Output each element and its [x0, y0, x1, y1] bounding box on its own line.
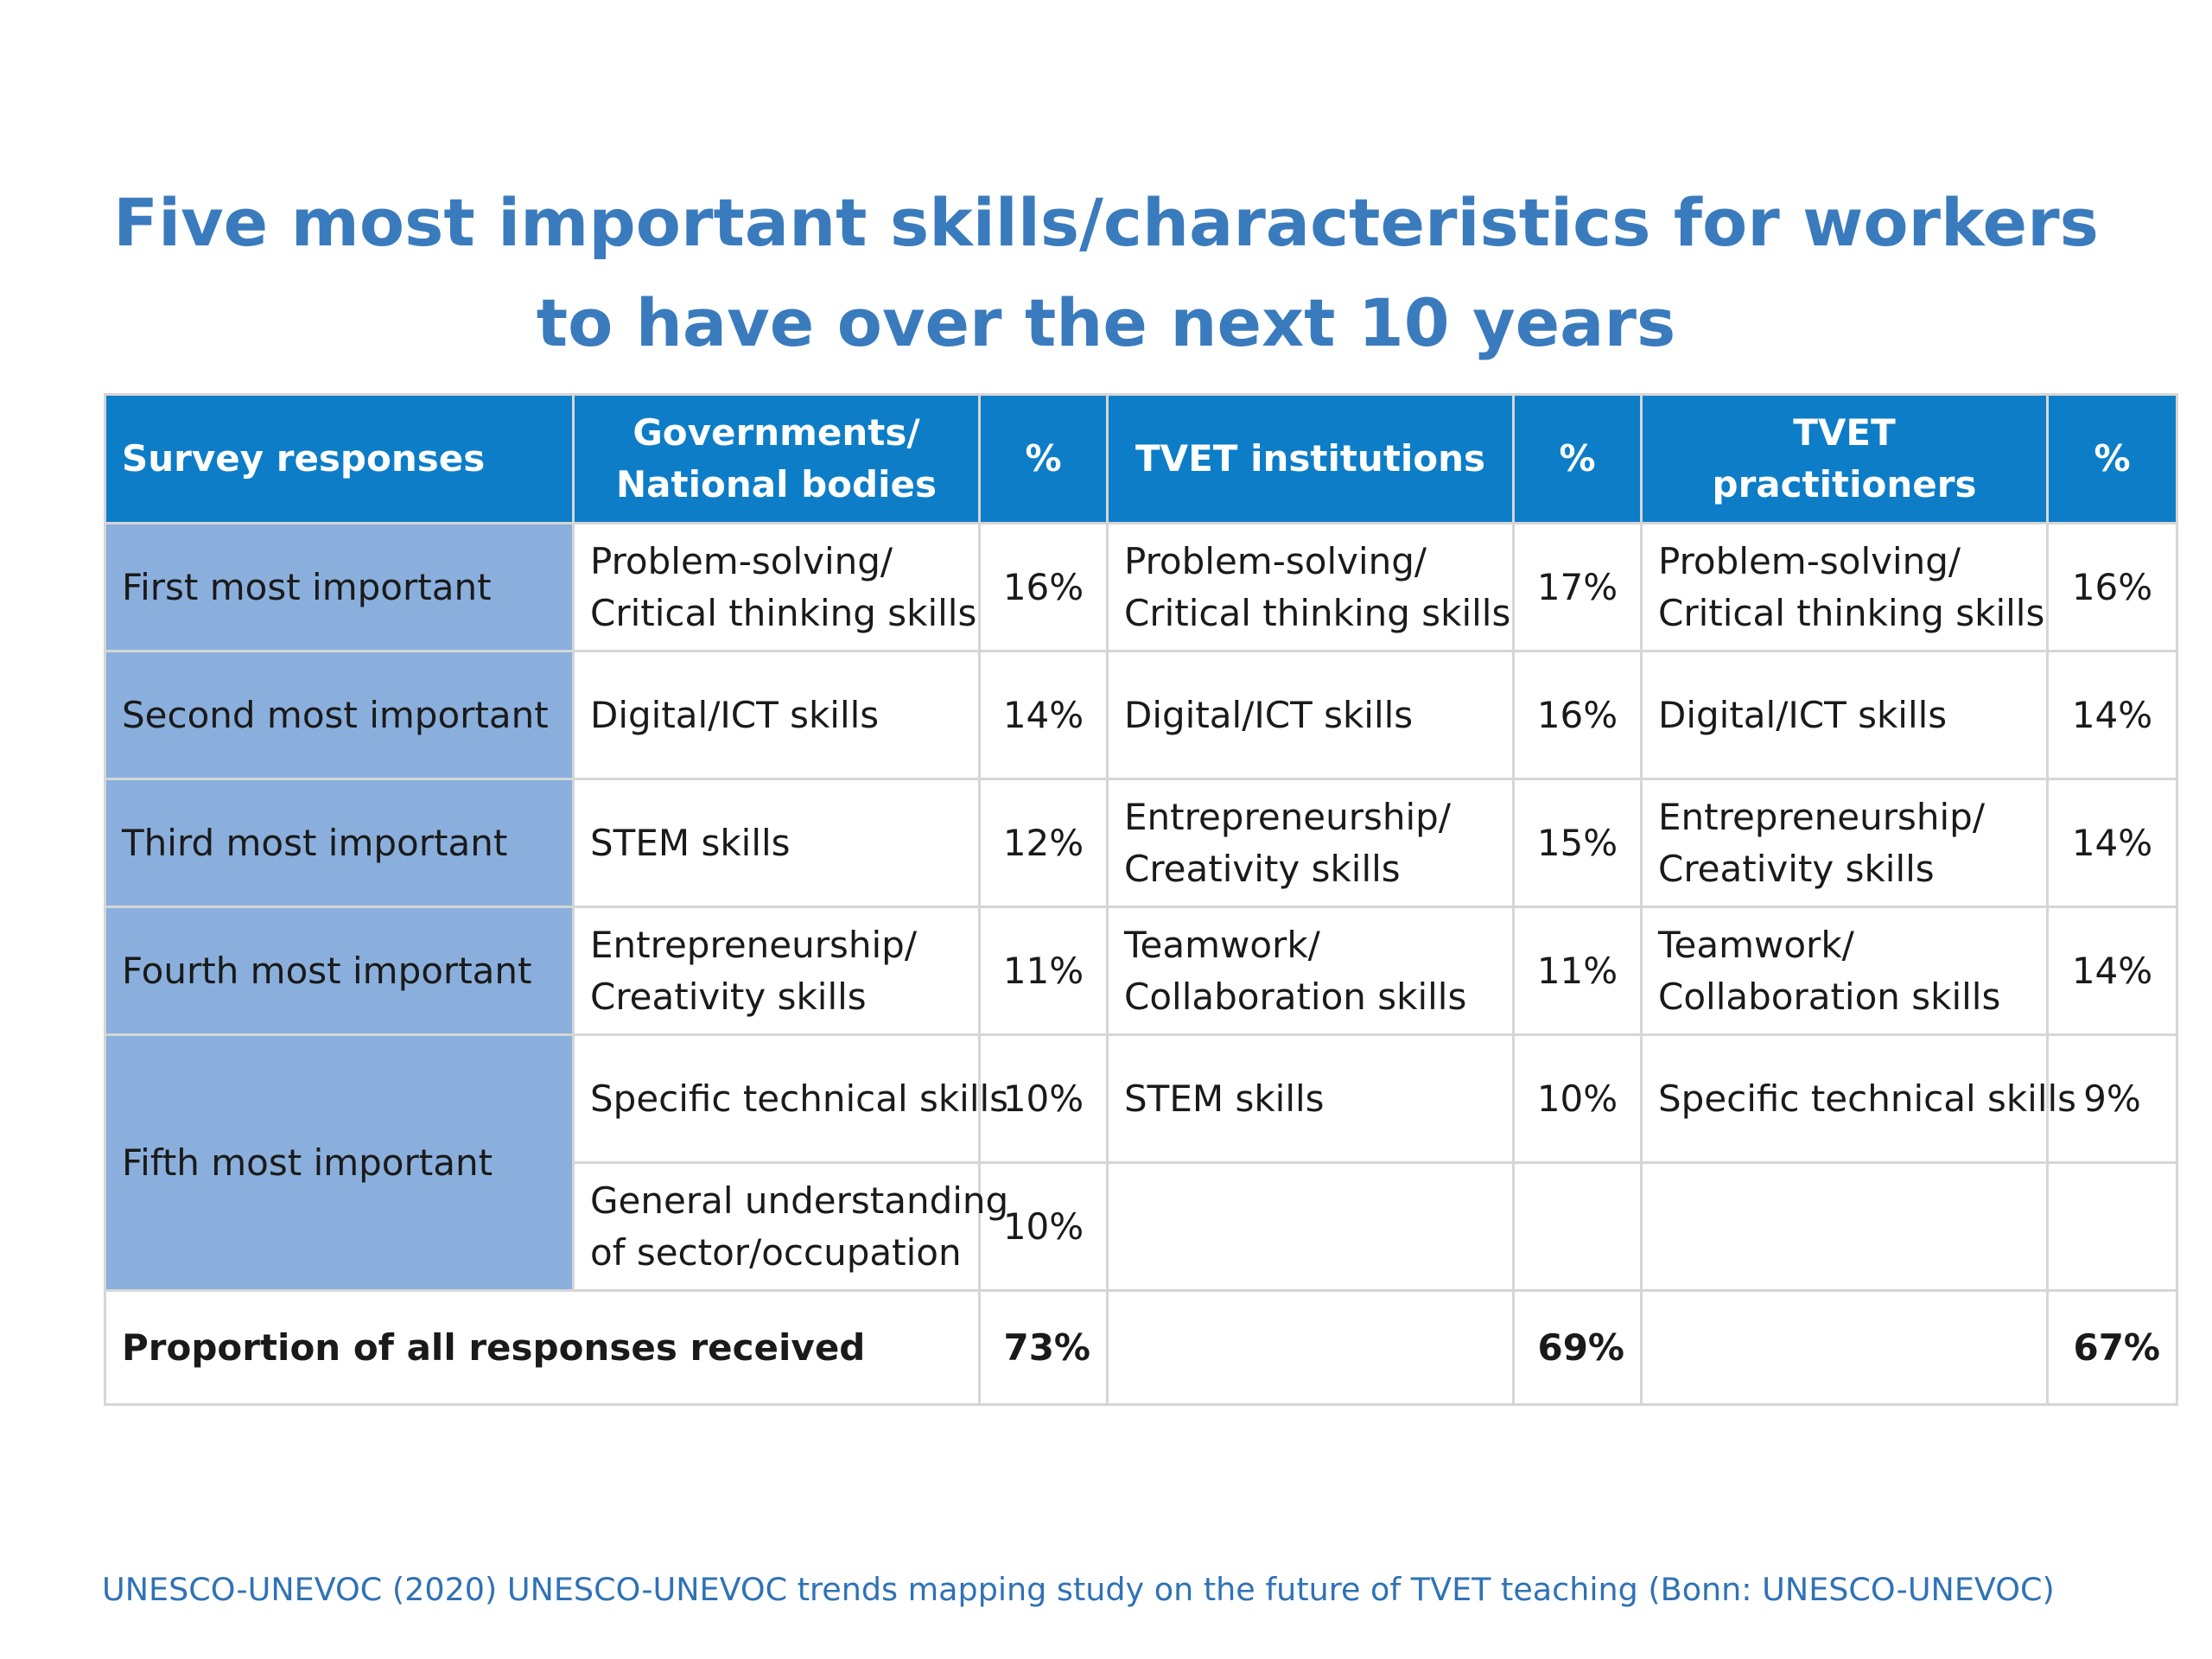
- gov-percent-cell: 16%: [978, 522, 1109, 652]
- prac-skill-line: Critical thinking skills: [1658, 591, 2045, 634]
- source-citation: UNESCO-UNEVOC (2020) UNESCO-UNEVOC trend…: [102, 1571, 2055, 1608]
- table-row: Third most important STEM skills 12% Ent…: [104, 778, 2178, 908]
- gov-skill-cell: Digital/ICT skills: [572, 650, 981, 780]
- gov-skill-cell: Entrepreneurship/ Creativity skills: [572, 906, 981, 1036]
- inst-skill-cell: Entrepreneurship/ Creativity skills: [1106, 778, 1515, 908]
- inst-percent-cell: 16%: [1512, 650, 1643, 780]
- inst-skill-cell: Digital/ICT skills: [1106, 650, 1515, 780]
- inst-percent-cell: 10%: [1512, 1033, 1643, 1164]
- prac-percent-cell: 14%: [2046, 778, 2178, 908]
- prac-skill-cell: Specific technical skills: [1640, 1033, 2077, 1164]
- gov-percent-cell: 14%: [978, 650, 1109, 780]
- header-governments-line-2: National bodies: [616, 463, 937, 505]
- page-title: Five most important skills/characteristi…: [0, 173, 2212, 373]
- gov-skill-cell: STEM skills: [572, 778, 981, 908]
- table-header: Survey responses Governments/ National b…: [104, 393, 2178, 524]
- inst-skill-line: STEM skills: [1124, 1077, 1325, 1120]
- prac-skill-line: Problem-solving/: [1658, 539, 1961, 582]
- inst-skill-line: Collaboration skills: [1124, 975, 1467, 1018]
- header-tvet-practitioners: TVET practitioners: [1640, 393, 2049, 524]
- prac-skill-line: Teamwork/: [1658, 923, 1854, 966]
- prac-skill-cell: Teamwork/ Collaboration skills: [1640, 906, 2049, 1036]
- table-row: Second most important Digital/ICT skills…: [104, 650, 2178, 780]
- prac-percent-cell: 14%: [2046, 906, 2178, 1036]
- row-label: Second most important: [104, 650, 575, 780]
- table-row: Fourth most important Entrepreneurship/ …: [104, 906, 2178, 1036]
- gov-skill-cell: Problem-solving/ Critical thinking skill…: [572, 522, 981, 652]
- inst-percent-cell: 11%: [1512, 906, 1643, 1036]
- header-gov-percent: %: [978, 393, 1109, 524]
- total-gov-percent: 73%: [978, 1289, 1109, 1406]
- row-label: Fourth most important: [104, 906, 575, 1036]
- header-prac-percent: %: [2046, 393, 2178, 524]
- gov-skill-cell: Specific technical skills: [572, 1033, 1009, 1164]
- gov-percent-cell: 11%: [978, 906, 1109, 1036]
- inst-percent-cell: 17%: [1512, 522, 1643, 652]
- gov-skill-line: Creativity skills: [590, 975, 867, 1018]
- prac-skill-cell: [1640, 1161, 2049, 1292]
- inst-percent-cell: 15%: [1512, 778, 1643, 908]
- header-governments-line-1: Governments/: [632, 411, 920, 454]
- prac-skill-cell: Problem-solving/ Critical thinking skill…: [1640, 522, 2049, 652]
- inst-skill-line: Creativity skills: [1124, 847, 1401, 890]
- inst-skill-cell: [1106, 1161, 1515, 1292]
- total-label: Proportion of all responses received: [104, 1289, 981, 1406]
- title-line-1: Five most important skills/characteristi…: [113, 184, 2099, 261]
- total-prac-spacer: [1640, 1289, 2049, 1406]
- gov-skill-line: Problem-solving/: [590, 539, 893, 582]
- gov-percent-cell: 10%: [978, 1161, 1109, 1292]
- title-line-2: to have over the next 10 years: [536, 284, 1676, 361]
- gov-skill-line: Specific technical skills: [590, 1077, 1009, 1120]
- total-inst-percent: 69%: [1512, 1289, 1643, 1406]
- inst-skill-cell: STEM skills: [1106, 1033, 1515, 1164]
- inst-skill-line: Teamwork/: [1124, 923, 1320, 966]
- prac-skill-line: Collaboration skills: [1658, 975, 2001, 1018]
- prac-skill-cell: Entrepreneurship/ Creativity skills: [1640, 778, 2049, 908]
- gov-percent-cell: 12%: [978, 778, 1109, 908]
- header-governments: Governments/ National bodies: [572, 393, 981, 524]
- gov-skill-cell: General understanding of sector/occupati…: [572, 1161, 1009, 1292]
- inst-skill-line: Problem-solving/: [1124, 539, 1427, 582]
- gov-skill-line: Critical thinking skills: [590, 591, 977, 634]
- skills-table: Survey responses Governments/ National b…: [104, 393, 2178, 1406]
- inst-skill-cell: Teamwork/ Collaboration skills: [1106, 906, 1515, 1036]
- header-survey-responses: Survey responses: [104, 393, 575, 524]
- header-tvet-institutions: TVET institutions: [1106, 393, 1515, 524]
- table-row: Fifth most important Specific technical …: [104, 1033, 2178, 1292]
- inst-percent-cell: [1512, 1161, 1643, 1292]
- gov-skill-line: General understanding: [590, 1179, 1009, 1222]
- prac-skill-line: Creativity skills: [1658, 847, 1935, 890]
- prac-percent-cell: 16%: [2046, 522, 2178, 652]
- inst-skill-line: Digital/ICT skills: [1124, 693, 1414, 736]
- prac-skill-line: Specific technical skills: [1658, 1077, 2077, 1120]
- prac-skill-line: Digital/ICT skills: [1658, 693, 1948, 736]
- inst-skill-line: Entrepreneurship/: [1124, 795, 1451, 838]
- gov-skill-line: Digital/ICT skills: [590, 693, 880, 736]
- prac-percent-cell: [2046, 1161, 2178, 1292]
- gov-skill-line: Entrepreneurship/: [590, 923, 917, 966]
- prac-skill-line: Entrepreneurship/: [1658, 795, 1985, 838]
- prac-percent-cell: 9%: [2046, 1033, 2178, 1164]
- header-inst-percent: %: [1512, 393, 1643, 524]
- header-row: Survey responses Governments/ National b…: [104, 393, 2178, 524]
- row-label: First most important: [104, 522, 575, 652]
- table-row: First most important Problem-solving/ Cr…: [104, 522, 2178, 652]
- gov-percent-cell: 10%: [978, 1033, 1109, 1164]
- prac-skill-cell: Digital/ICT skills: [1640, 650, 2049, 780]
- inst-skill-cell: Problem-solving/ Critical thinking skill…: [1106, 522, 1515, 652]
- gov-skill-line: STEM skills: [590, 821, 791, 864]
- inst-skill-line: Critical thinking skills: [1124, 591, 1511, 634]
- table-body: First most important Problem-solving/ Cr…: [104, 522, 2178, 1406]
- total-row: Proportion of all responses received 73%…: [104, 1289, 2178, 1406]
- total-inst-spacer: [1106, 1289, 1515, 1406]
- prac-percent-cell: 14%: [2046, 650, 2178, 780]
- table-row: General understanding of sector/occupati…: [105, 1161, 2178, 1292]
- row-label: Third most important: [104, 778, 575, 908]
- gov-skill-line: of sector/occupation: [590, 1230, 962, 1274]
- row-label: Fifth most important: [104, 1033, 575, 1292]
- total-prac-percent: 67%: [2046, 1289, 2178, 1406]
